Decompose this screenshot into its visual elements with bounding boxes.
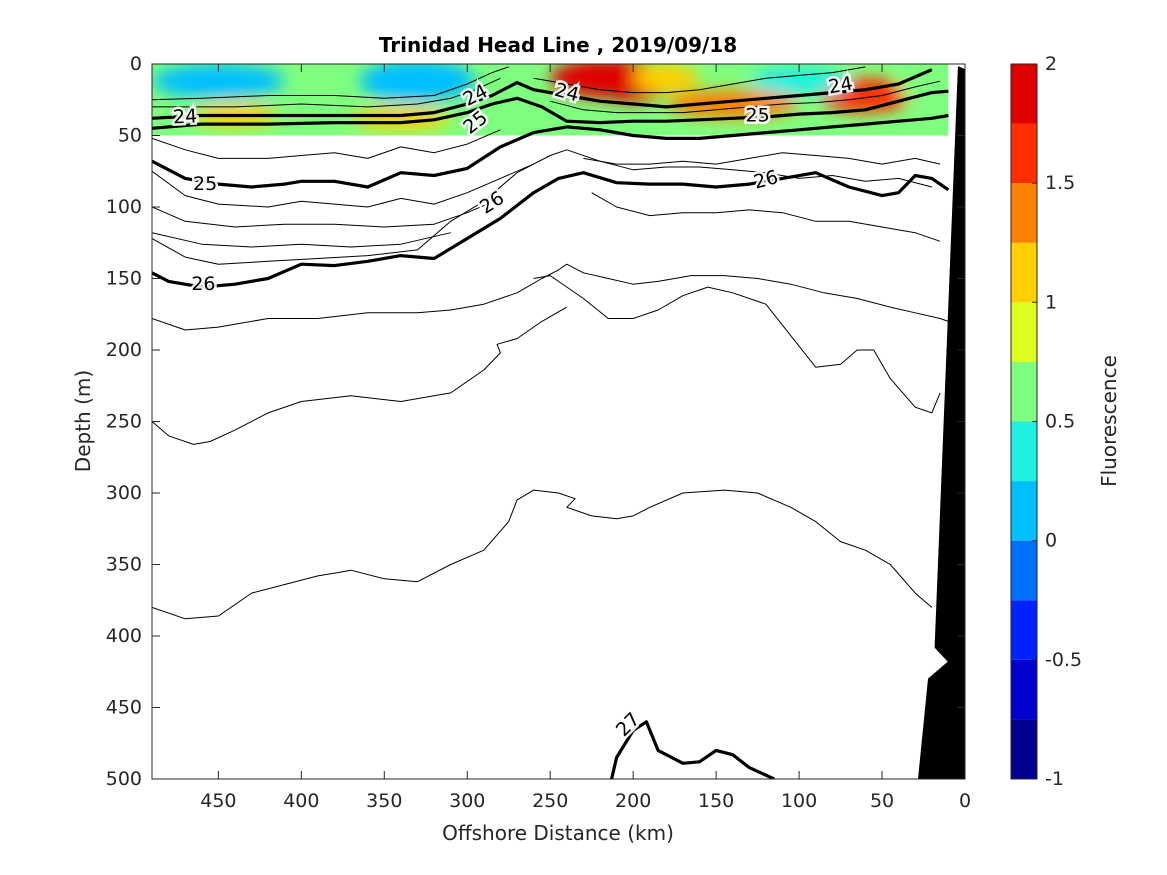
density-contour-thin [533, 66, 866, 94]
x-axis-label: Offshore Distance (km) [442, 821, 674, 845]
chart-title: Trinidad Head Line , 2019/09/18 [379, 33, 737, 57]
contour-label: 25 [193, 173, 217, 195]
contour-label-halo: 25 [746, 104, 770, 126]
density-contour-thin [550, 80, 941, 114]
density-contour-thin [152, 77, 501, 108]
y-tick-label: 500 [106, 768, 142, 790]
colorbar-swatch [1011, 242, 1037, 303]
density-contour-thin [152, 232, 451, 248]
colorbar-tick-label: 0.5 [1045, 411, 1075, 433]
density-contour-24 [152, 68, 933, 120]
density-contour-25 [152, 89, 949, 130]
contour-label: 26 [191, 273, 215, 295]
density-contour-25 [152, 125, 568, 189]
contour-label: 25 [746, 104, 770, 126]
colorbar-swatch [1011, 183, 1037, 243]
x-tick-label: 50 [870, 790, 894, 812]
colorbar-swatch [1011, 302, 1037, 362]
colorbar-swatch [1011, 540, 1037, 601]
x-tick-label: 400 [283, 790, 319, 812]
density-contour-thin [591, 192, 941, 242]
colorbar-swatch [1011, 600, 1037, 660]
colorbar-tick-label: 0 [1045, 530, 1057, 552]
colorbar-swatch [1011, 481, 1037, 541]
density-contour-thin [533, 275, 941, 414]
density-contours [152, 66, 950, 779]
x-tick-label: 150 [698, 790, 734, 812]
density-contour-thin [152, 489, 933, 620]
colorbar-tick-label: -0.5 [1045, 649, 1082, 671]
bathymetry [917, 66, 965, 779]
colorbar-swatch [1011, 659, 1037, 720]
colorbar-tick-label: -1 [1045, 768, 1064, 790]
fluorescence-patch [633, 64, 700, 93]
colorbar-swatch [1011, 361, 1037, 422]
y-tick-label: 450 [106, 697, 142, 719]
density-contour-thin [583, 152, 941, 165]
x-tick-label: 250 [532, 790, 568, 812]
y-tick-label: 150 [106, 268, 142, 290]
x-tick-label: 100 [781, 790, 817, 812]
fluorescence-patch [749, 66, 849, 96]
contour-label: 24 [173, 105, 198, 128]
colorbar-swatch [1011, 719, 1037, 779]
y-tick-label: 250 [106, 411, 142, 433]
density-contour-26 [566, 113, 949, 140]
density-contour-27 [610, 720, 775, 779]
fluorescence-patch [359, 64, 476, 103]
density-contour-thin [152, 306, 568, 445]
colorbar-swatch [1011, 421, 1037, 482]
seafloor-shape [917, 66, 965, 779]
contour-label: 24 [827, 73, 855, 99]
plot-area [152, 64, 965, 779]
x-tick-label: 450 [200, 790, 236, 812]
y-tick-label: 200 [106, 339, 142, 361]
density-contour-thin [152, 197, 501, 228]
x-tick-label: 350 [366, 790, 402, 812]
x-tick-label: 300 [449, 790, 485, 812]
fluorescence-field [152, 64, 949, 136]
density-contour-thin [152, 263, 949, 331]
y-tick-label: 400 [106, 625, 142, 647]
x-tick-label: 200 [615, 790, 651, 812]
y-tick-label: 350 [106, 554, 142, 576]
x-tick-label: 0 [959, 790, 971, 812]
colorbar-tick-label: 1 [1045, 291, 1057, 313]
y-tick-label: 100 [106, 196, 142, 218]
y-tick-label: 50 [118, 125, 142, 147]
contour-label-halo: 24 [173, 105, 198, 128]
density-contour-26 [152, 171, 950, 289]
colorbar-swatch [1011, 123, 1037, 184]
y-axis-label: Depth (m) [71, 370, 95, 472]
density-contour-thin [152, 149, 932, 265]
y-tick-label: 300 [106, 482, 142, 504]
colorbar-label: Fluorescence [1097, 355, 1121, 487]
colorbar-tick-label: 2 [1045, 53, 1057, 75]
contour-label-halo: 26 [191, 273, 215, 295]
density-contour-thin [152, 66, 509, 101]
contour-label-halo: 25 [193, 173, 217, 195]
colorbar-swatch [1011, 64, 1037, 124]
axes: 450 400 350 300 250 200 150 100 50 00501001502002… [106, 53, 971, 812]
y-tick-label: 0 [130, 53, 142, 75]
colorbar: -1 -0.5 0 0.5 1 1.5 2 [1010, 53, 1082, 790]
colorbar-tick-label: 1.5 [1045, 172, 1075, 194]
density-contour-thin [152, 129, 501, 159]
density-contour-thin [152, 163, 534, 208]
fluorescence-patch [152, 64, 285, 99]
